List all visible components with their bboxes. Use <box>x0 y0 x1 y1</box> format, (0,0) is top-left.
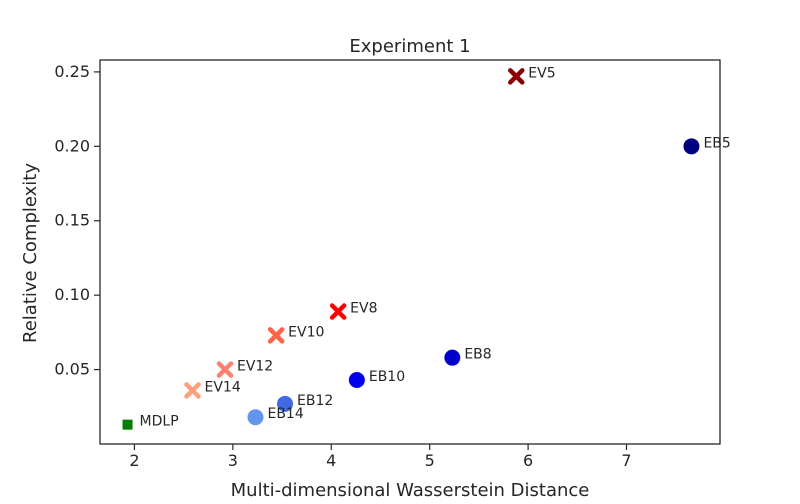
point-eb12 <box>277 395 294 412</box>
x-tick-label: 7 <box>621 451 631 470</box>
point-ev5 <box>508 68 525 85</box>
y-tick-label: 0.15 <box>54 211 90 230</box>
point-eb14 <box>247 409 264 426</box>
point-label-eb12: EB12 <box>297 393 333 409</box>
y-tick-label: 0.10 <box>54 285 90 304</box>
point-eb5 <box>683 138 700 155</box>
y-tick-label: 0.20 <box>54 136 90 155</box>
point-mdlp <box>122 419 133 430</box>
point-label-ev10: EV10 <box>288 324 324 340</box>
y-tick-label: 0.05 <box>54 360 90 379</box>
point-ev12 <box>216 361 234 378</box>
plot-frame <box>99 59 721 445</box>
chart-title: Experiment 1 <box>349 36 470 57</box>
point-ev8 <box>329 303 347 320</box>
y-tick-label: 0.25 <box>54 62 90 81</box>
point-eb10 <box>348 372 365 388</box>
point-label-mdlp: MDLP <box>140 414 179 430</box>
point-label-ev8: EV8 <box>350 301 377 317</box>
x-tick-label: 4 <box>326 451 336 470</box>
x-axis-label: Multi-dimensional Wasserstein Distance <box>231 480 590 500</box>
x-tick-label: 6 <box>523 451 533 470</box>
point-label-eb10: EB10 <box>369 369 405 385</box>
point-label-ev5: EV5 <box>528 65 555 81</box>
point-eb8 <box>444 349 461 366</box>
data-points <box>122 68 700 430</box>
point-ev14 <box>184 382 201 399</box>
point-label-ev12: EV12 <box>237 359 273 375</box>
x-tick-label: 3 <box>228 451 238 470</box>
point-label-eb14: EB14 <box>267 406 303 422</box>
point-label-eb5: EB5 <box>703 135 730 151</box>
x-tick-label: 2 <box>129 451 139 470</box>
x-tick-label: 5 <box>425 451 435 470</box>
point-label-eb8: EB8 <box>464 347 491 363</box>
point-ev10 <box>267 327 285 344</box>
point-label-ev14: EV14 <box>205 379 241 395</box>
y-axis-label: Relative Complexity <box>20 163 41 343</box>
axis-ticks: 2 3 4 5 6 7 0.05 0.10 0.15 0.20 0.25 <box>54 62 631 470</box>
